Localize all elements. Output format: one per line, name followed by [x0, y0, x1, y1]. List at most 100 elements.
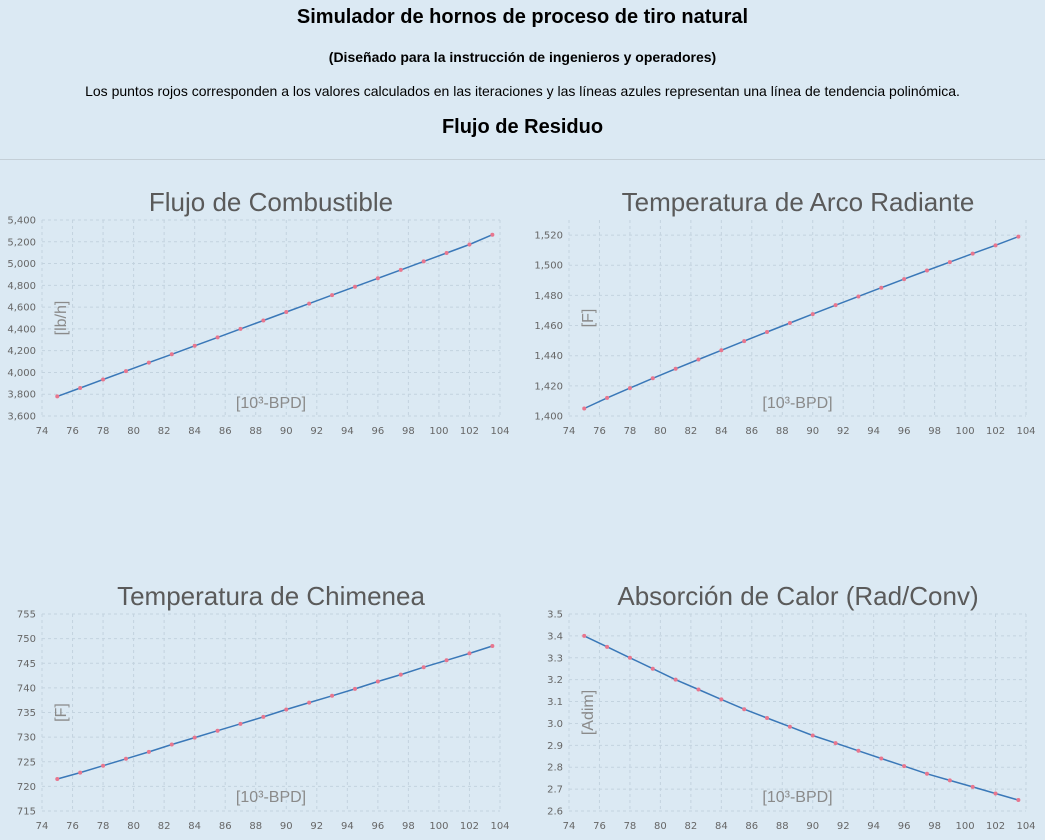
data-point [192, 735, 197, 740]
y-tick-label: 750 [17, 634, 36, 645]
trendline [57, 645, 493, 780]
x-tick-label: 104 [490, 426, 509, 437]
data-point [1016, 234, 1021, 239]
x-tick-label: 96 [898, 821, 911, 832]
page-subtitle: (Diseñado para la instrucción de ingenie… [328, 49, 717, 65]
x-tick-label: 82 [158, 821, 171, 832]
y-tick-label: 2.7 [547, 785, 563, 796]
data-point [55, 394, 60, 399]
x-tick-label: 84 [715, 821, 728, 832]
y-tick-label: 2.6 [547, 807, 563, 818]
data-point [810, 733, 815, 738]
x-tick-label: 94 [341, 426, 354, 437]
data-point [924, 268, 929, 273]
data-point [993, 243, 998, 248]
chart-title: Absorción de Calor (Rad/Conv) [617, 581, 978, 611]
data-point [467, 651, 472, 656]
x-tick-label: 88 [249, 821, 262, 832]
x-tick-label: 98 [402, 426, 415, 437]
data-point [398, 267, 403, 272]
data-point [993, 791, 998, 796]
x-tick-label: 74 [563, 821, 576, 832]
data-point [169, 352, 174, 357]
page-header: Simulador de hornos de proceso de tiro n… [0, 0, 1045, 160]
data-point [650, 666, 655, 671]
chart-title: Temperatura de Arco Radiante [622, 187, 975, 217]
data-point [375, 276, 380, 281]
data-point [833, 741, 838, 746]
x-tick-label: 74 [36, 821, 49, 832]
x-axis-label: [10³-BPD] [236, 789, 306, 806]
data-point [719, 697, 724, 702]
x-tick-label: 102 [460, 426, 479, 437]
y-tick-label: 1,440 [534, 351, 563, 362]
data-point [879, 756, 884, 761]
y-tick-label: 1,460 [534, 321, 563, 332]
data-point [330, 293, 335, 298]
y-tick-label: 715 [17, 807, 36, 818]
data-point [421, 665, 426, 670]
x-tick-label: 82 [158, 426, 171, 437]
y-tick-label: 3,600 [7, 412, 36, 423]
data-point [924, 771, 929, 776]
x-tick-label: 82 [684, 426, 697, 437]
chart-title: Temperatura de Chimenea [117, 581, 425, 611]
x-tick-label: 102 [460, 821, 479, 832]
trendline [583, 635, 1019, 801]
y-tick-label: 740 [17, 683, 36, 694]
data-point [765, 330, 770, 335]
x-tick-label: 98 [928, 426, 941, 437]
x-tick-label: 90 [280, 426, 293, 437]
data-point [765, 715, 770, 720]
data-point [307, 700, 312, 705]
data-point [101, 377, 106, 382]
y-tick-label: 720 [17, 782, 36, 793]
data-point [970, 784, 975, 789]
x-tick-label: 80 [127, 821, 140, 832]
data-point [307, 301, 312, 306]
page-title: Simulador de hornos de proceso de tiro n… [296, 6, 749, 28]
y-tick-label: 730 [17, 733, 36, 744]
data-point [833, 303, 838, 308]
chart-heat-absorption: Absorción de Calor (Rad/Conv) 74 76 78 80 82 8… [547, 581, 1035, 832]
y-tick-label: 1,480 [534, 291, 563, 302]
x-tick-label: 80 [127, 426, 140, 437]
x-tick-label: 100 [956, 821, 975, 832]
data-point [810, 312, 815, 317]
data-point [902, 277, 907, 282]
y-tick-label: 1,400 [534, 412, 563, 423]
data-point [582, 406, 587, 411]
data-point [742, 339, 747, 344]
y-tick-label: 755 [17, 610, 36, 621]
y-tick-label: 3.5 [547, 610, 563, 621]
data-point [696, 357, 701, 362]
x-tick-label: 96 [898, 426, 911, 437]
data-point [375, 679, 380, 684]
y-tick-label: 4,400 [7, 324, 36, 335]
data-point [215, 728, 220, 733]
data-point [719, 348, 724, 353]
data-point [947, 778, 952, 783]
x-axis-label: [10³-BPD] [236, 395, 306, 412]
x-tick-label: 84 [188, 821, 201, 832]
data-point [421, 259, 426, 264]
y-axis-label: [F] [580, 309, 597, 328]
x-tick-label: 90 [280, 821, 293, 832]
x-tick-label: 98 [928, 821, 941, 832]
x-tick-label: 86 [745, 426, 758, 437]
data-point [215, 335, 220, 340]
section-title: Flujo de Residuo [441, 116, 604, 138]
data-point [352, 686, 357, 691]
x-tick-label: 86 [745, 821, 758, 832]
data-point [467, 242, 472, 247]
x-tick-label: 88 [776, 426, 789, 437]
y-tick-label: 4,000 [7, 368, 36, 379]
data-point [673, 366, 678, 371]
x-tick-label: 96 [371, 821, 384, 832]
data-point [55, 776, 60, 781]
y-tick-label: 4,800 [7, 281, 36, 292]
data-point [123, 369, 128, 374]
data-point [879, 285, 884, 290]
data-point [627, 655, 632, 660]
